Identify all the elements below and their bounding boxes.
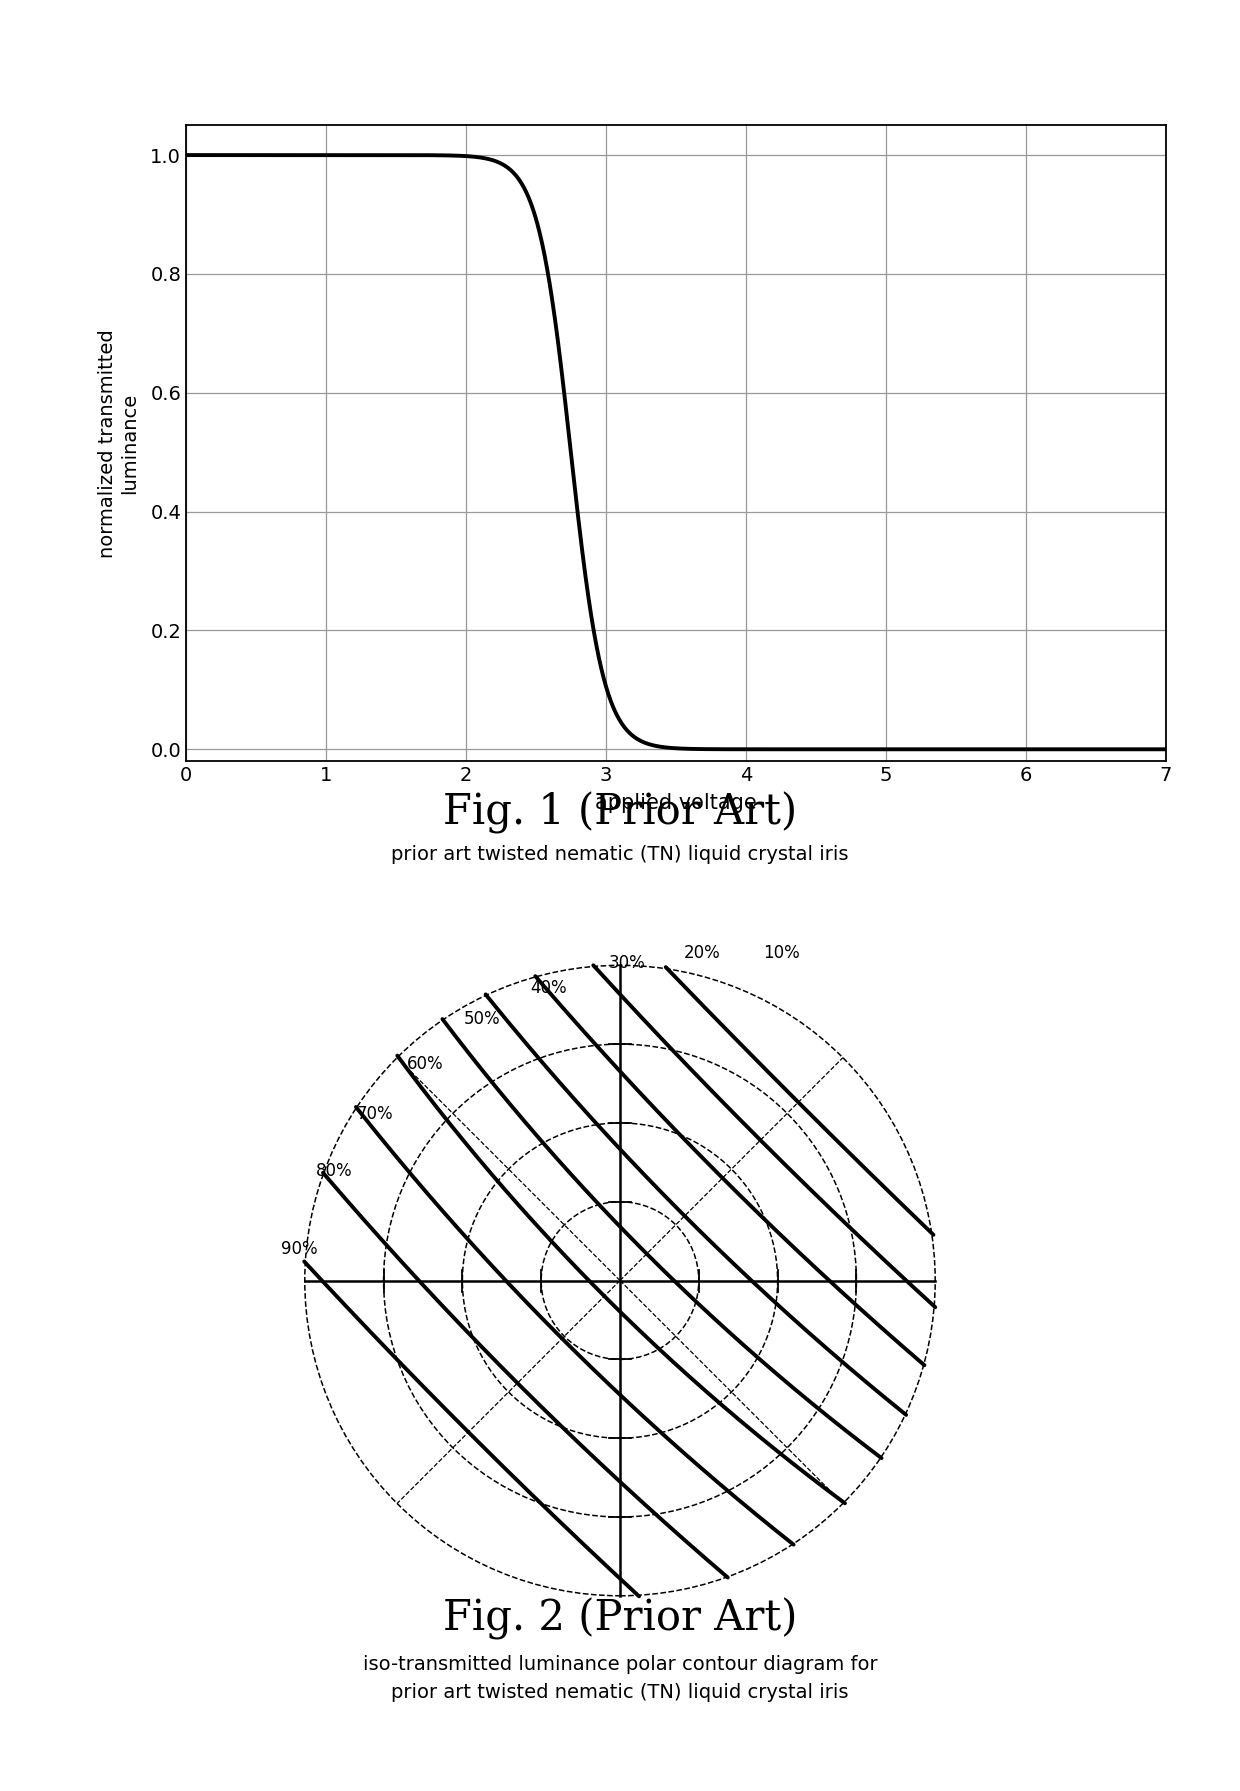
Text: prior art twisted nematic (TN) liquid crystal iris: prior art twisted nematic (TN) liquid cr…	[392, 845, 848, 865]
Y-axis label: normalized transmitted
luminance: normalized transmitted luminance	[98, 330, 139, 557]
X-axis label: applied voltage: applied voltage	[595, 793, 756, 813]
Text: Fig. 1 (Prior Art): Fig. 1 (Prior Art)	[443, 792, 797, 835]
Text: 30%: 30%	[609, 953, 645, 973]
Text: 80%: 80%	[315, 1162, 352, 1180]
Text: iso-transmitted luminance polar contour diagram for
prior art twisted nematic (T: iso-transmitted luminance polar contour …	[362, 1655, 878, 1701]
Text: 10%: 10%	[763, 944, 800, 962]
Text: 60%: 60%	[407, 1055, 444, 1073]
Text: 40%: 40%	[529, 980, 567, 998]
Text: 70%: 70%	[356, 1105, 393, 1123]
Text: 50%: 50%	[464, 1010, 500, 1028]
Text: Fig. 2 (Prior Art): Fig. 2 (Prior Art)	[443, 1598, 797, 1641]
Text: 20%: 20%	[684, 944, 720, 962]
Text: 90%: 90%	[280, 1241, 317, 1259]
